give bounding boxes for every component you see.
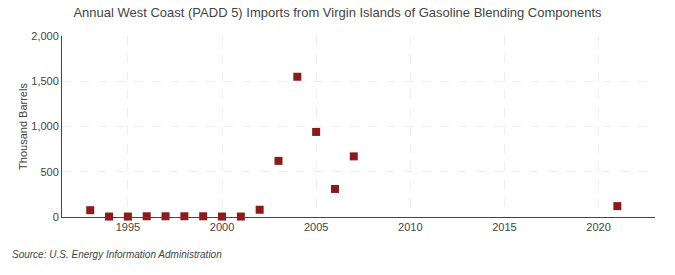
svg-text:2020: 2020 (586, 221, 610, 233)
svg-text:Source: U.S. Energy Informatio: Source: U.S. Energy Information Administ… (12, 249, 222, 260)
svg-text:Annual West Coast (PADD 5) Imp: Annual West Coast (PADD 5) Imports from … (73, 5, 602, 20)
svg-text:2,000: 2,000 (31, 30, 59, 42)
svg-text:2000: 2000 (210, 221, 234, 233)
svg-text:1,500: 1,500 (31, 75, 59, 87)
svg-text:0: 0 (53, 211, 59, 223)
svg-text:Thousand Barrels: Thousand Barrels (17, 83, 29, 170)
svg-text:2015: 2015 (492, 221, 516, 233)
svg-text:2005: 2005 (304, 221, 328, 233)
svg-text:2010: 2010 (398, 221, 422, 233)
svg-text:500: 500 (40, 166, 58, 178)
svg-text:1995: 1995 (116, 221, 140, 233)
svg-text:1,000: 1,000 (31, 120, 59, 132)
